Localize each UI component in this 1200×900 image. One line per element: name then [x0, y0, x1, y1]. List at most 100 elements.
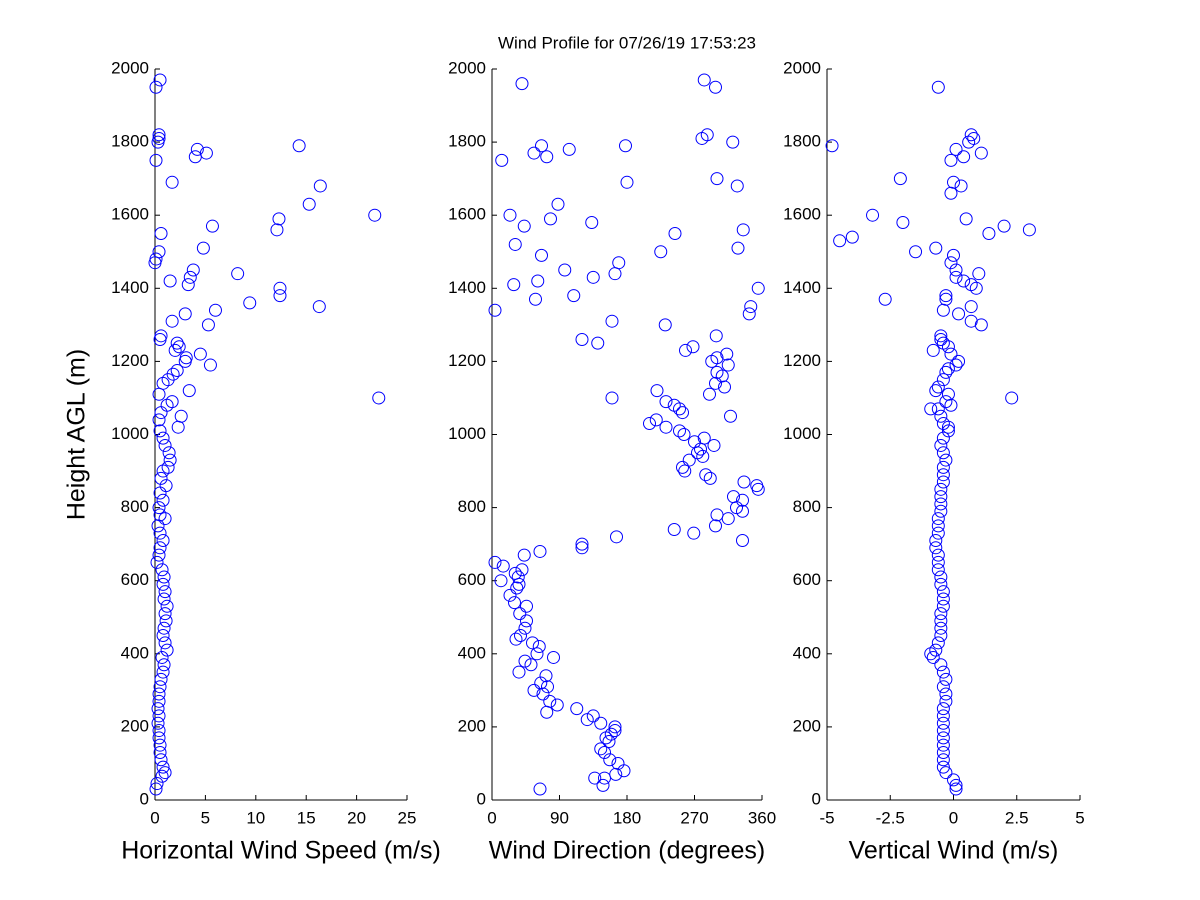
point — [936, 702, 950, 716]
y-tick-label: 1000 — [783, 424, 821, 443]
point — [944, 186, 958, 200]
point — [507, 278, 521, 292]
point — [959, 212, 973, 226]
point — [512, 665, 526, 679]
point — [273, 281, 287, 295]
point — [936, 592, 950, 606]
point — [155, 563, 169, 577]
point — [594, 742, 608, 756]
point — [957, 150, 971, 164]
point — [929, 241, 943, 255]
point — [150, 777, 164, 791]
point — [508, 596, 521, 610]
point — [709, 376, 722, 390]
point — [934, 658, 948, 672]
point — [941, 340, 955, 354]
point — [936, 599, 950, 613]
point — [686, 340, 700, 354]
point — [949, 782, 963, 796]
point — [149, 782, 163, 796]
point — [156, 577, 170, 591]
point — [931, 402, 945, 416]
point — [724, 409, 737, 423]
point — [165, 175, 179, 189]
point — [825, 139, 839, 153]
point — [551, 197, 565, 211]
point — [694, 442, 707, 456]
point — [532, 639, 546, 653]
y-tick-label: 0 — [477, 789, 486, 808]
point — [936, 753, 950, 767]
point — [149, 80, 163, 94]
point — [845, 230, 859, 244]
point — [924, 647, 938, 661]
y-tick-label: 200 — [121, 716, 149, 735]
y-tick-label: 0 — [140, 789, 149, 808]
point — [619, 139, 632, 153]
point — [721, 512, 735, 526]
point — [730, 179, 744, 193]
point — [610, 530, 623, 544]
point — [721, 358, 735, 372]
point — [599, 731, 613, 745]
point — [186, 263, 200, 277]
point — [598, 771, 611, 785]
point — [926, 650, 940, 664]
point — [936, 475, 950, 489]
point — [570, 702, 584, 716]
point — [156, 533, 170, 547]
point — [939, 672, 953, 686]
y-tick-label: 1800 — [448, 132, 486, 151]
y-tick-label: 1800 — [111, 132, 149, 151]
point — [503, 208, 517, 222]
point — [513, 607, 527, 621]
point — [158, 585, 172, 599]
y-tick-label: 1600 — [783, 205, 821, 224]
point — [151, 702, 165, 716]
point — [172, 340, 186, 354]
point — [152, 687, 166, 701]
point — [531, 274, 545, 288]
point — [157, 592, 171, 606]
point — [596, 778, 610, 792]
point — [939, 694, 953, 708]
y-tick-label: 1600 — [111, 205, 149, 224]
point — [153, 745, 167, 759]
point — [152, 413, 166, 427]
point — [676, 460, 689, 474]
point — [540, 150, 554, 164]
point — [201, 318, 215, 332]
point — [972, 267, 986, 281]
point — [512, 577, 526, 591]
y-tick-label: 400 — [793, 643, 821, 662]
y-tick-label: 1600 — [448, 205, 486, 224]
x-tick-label: 2.5 — [1005, 808, 1029, 827]
point — [929, 384, 943, 398]
point — [679, 343, 692, 357]
point — [605, 391, 619, 405]
point — [536, 687, 550, 701]
point — [617, 764, 631, 778]
point — [718, 380, 731, 394]
point — [156, 665, 170, 679]
point — [530, 647, 544, 661]
x-tick-label: 90 — [550, 808, 569, 827]
point — [742, 307, 756, 321]
point — [736, 504, 749, 518]
x-tick-label: 10 — [246, 808, 265, 827]
point — [527, 683, 541, 697]
point — [157, 658, 171, 672]
y-tick-label: 400 — [121, 643, 149, 662]
point — [687, 526, 701, 540]
point — [231, 267, 245, 281]
point — [612, 256, 626, 270]
point — [677, 428, 691, 441]
point — [157, 570, 171, 584]
point — [696, 449, 710, 463]
point — [709, 80, 722, 94]
point — [896, 216, 910, 230]
point — [312, 300, 326, 314]
y-tick-label: 800 — [121, 497, 149, 516]
point — [736, 533, 749, 547]
point — [159, 614, 173, 628]
